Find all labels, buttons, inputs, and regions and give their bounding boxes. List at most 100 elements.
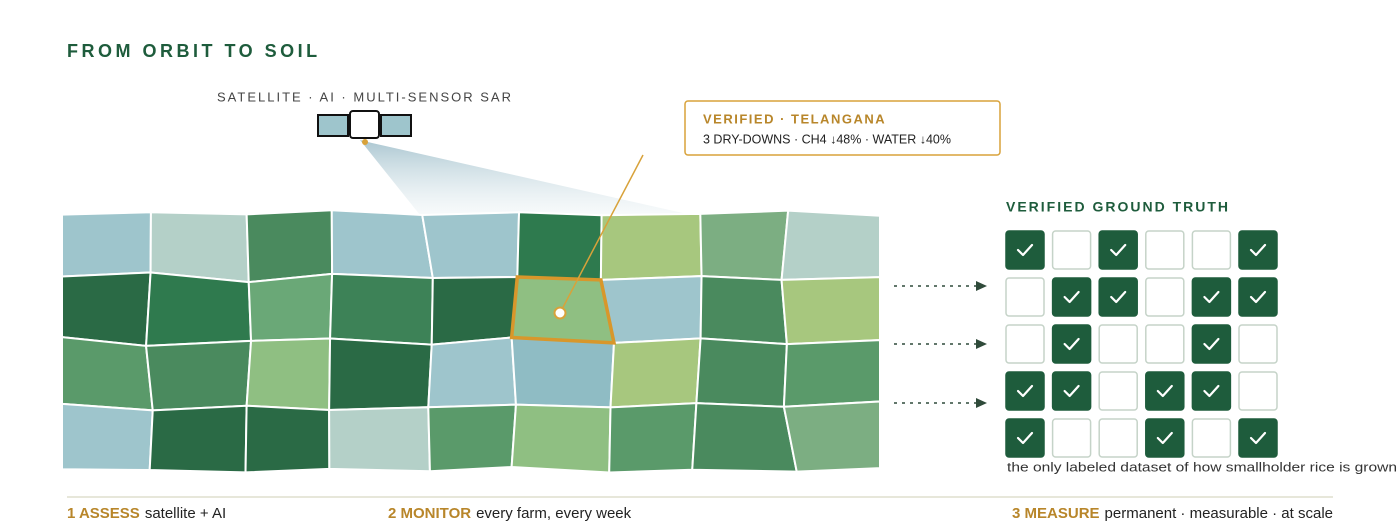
check-mark xyxy=(1110,243,1127,257)
field xyxy=(691,402,798,473)
field xyxy=(244,404,331,474)
checked-cell xyxy=(1005,418,1045,458)
checked-cell xyxy=(1238,230,1278,270)
ground-truth-caption: the only labeled dataset of how smallhol… xyxy=(1007,459,1397,474)
empty-cell xyxy=(1098,324,1138,364)
empty-cell xyxy=(1145,230,1185,270)
step: 1 ASSESS satellite + AI xyxy=(67,505,226,522)
empty-cell xyxy=(1145,324,1185,364)
empty-cell xyxy=(1238,324,1278,364)
field xyxy=(780,209,881,281)
step-label: 3 MEASURE xyxy=(1012,505,1100,522)
checked-cell xyxy=(1191,277,1232,317)
field xyxy=(245,337,332,412)
checked-cell xyxy=(1005,230,1045,270)
check-mark xyxy=(1016,384,1034,398)
callout-box xyxy=(684,100,1001,156)
field xyxy=(427,403,518,473)
check-mark xyxy=(1156,431,1173,445)
check-mark xyxy=(1249,431,1267,445)
callout-leader xyxy=(559,154,644,314)
field xyxy=(421,211,521,280)
empty-cell xyxy=(1145,277,1185,317)
callout-detail: 3 DRY-DOWNS · CH4 ↓48% · WATER ↓40% xyxy=(703,132,951,146)
check-mark xyxy=(1249,243,1267,257)
callout-dot xyxy=(553,306,567,320)
checked-cell xyxy=(1051,277,1092,317)
empty-cell xyxy=(1005,277,1045,317)
field xyxy=(329,272,434,346)
field xyxy=(510,403,612,474)
field xyxy=(430,275,519,346)
field xyxy=(599,275,703,344)
field xyxy=(245,209,334,284)
title: FROM ORBIT TO SOIL xyxy=(67,41,321,61)
field xyxy=(608,402,698,474)
field xyxy=(330,209,434,280)
field xyxy=(699,209,790,281)
check-mark xyxy=(1110,290,1127,304)
check-mark xyxy=(1203,384,1220,398)
field xyxy=(149,211,250,284)
satellite-label: SATELLITE · AI · MULTI-SENSOR SAR xyxy=(217,89,513,104)
empty-cell xyxy=(1098,371,1138,411)
sensor-beam xyxy=(360,140,705,218)
field xyxy=(699,275,788,346)
checked-cell xyxy=(1145,371,1185,411)
check-mark xyxy=(1156,384,1173,398)
checked-cell xyxy=(1098,230,1138,270)
empty-cell xyxy=(1005,324,1045,364)
field xyxy=(61,211,152,278)
field xyxy=(609,337,702,409)
step-text: permanent · measurable · at scale xyxy=(1105,505,1333,522)
empty-cell xyxy=(1191,230,1232,270)
check-mark xyxy=(1016,243,1034,257)
checked-cell xyxy=(1191,371,1232,411)
field xyxy=(144,339,253,412)
field xyxy=(695,337,788,408)
empty-cell xyxy=(1238,371,1278,411)
check-mark xyxy=(1203,337,1220,351)
empty-cell xyxy=(1098,418,1138,458)
step: 3 MEASURE permanent · measurable · at sca… xyxy=(1012,505,1333,522)
field xyxy=(61,402,154,472)
step-label: 1 ASSESS xyxy=(67,505,140,522)
highlighted-field xyxy=(509,275,617,345)
checked-cell xyxy=(1191,324,1232,364)
field xyxy=(247,272,334,342)
field xyxy=(328,337,433,411)
check-mark xyxy=(1016,431,1034,445)
check-mark xyxy=(1249,290,1267,304)
empty-cell xyxy=(1191,418,1232,458)
checked-cell xyxy=(1098,277,1138,317)
field xyxy=(510,336,616,409)
field xyxy=(61,335,154,412)
field xyxy=(148,404,248,474)
callout-title: VERIFIED · TELANGANA xyxy=(703,111,886,126)
step-label: 2 MONITOR xyxy=(388,505,471,522)
checked-cell xyxy=(1051,324,1092,364)
field xyxy=(328,406,431,473)
step-text: satellite + AI xyxy=(145,505,226,522)
field xyxy=(427,336,518,409)
ground-truth-grid xyxy=(1005,230,1278,458)
field xyxy=(782,400,881,473)
checked-cell xyxy=(1005,371,1045,411)
empty-cell xyxy=(1051,230,1092,270)
checked-cell xyxy=(1238,277,1278,317)
step-text: every farm, every week xyxy=(476,505,632,522)
field xyxy=(144,271,253,347)
satellite xyxy=(317,110,412,145)
empty-cell xyxy=(1051,418,1092,458)
field-grid xyxy=(61,209,881,474)
field xyxy=(599,212,703,281)
field xyxy=(780,276,881,346)
checked-cell xyxy=(1051,371,1092,411)
check-mark xyxy=(1063,384,1080,398)
field xyxy=(61,271,152,347)
field xyxy=(782,339,881,408)
checked-cell xyxy=(1238,418,1278,458)
check-mark xyxy=(1063,290,1080,304)
check-mark xyxy=(1203,290,1220,304)
